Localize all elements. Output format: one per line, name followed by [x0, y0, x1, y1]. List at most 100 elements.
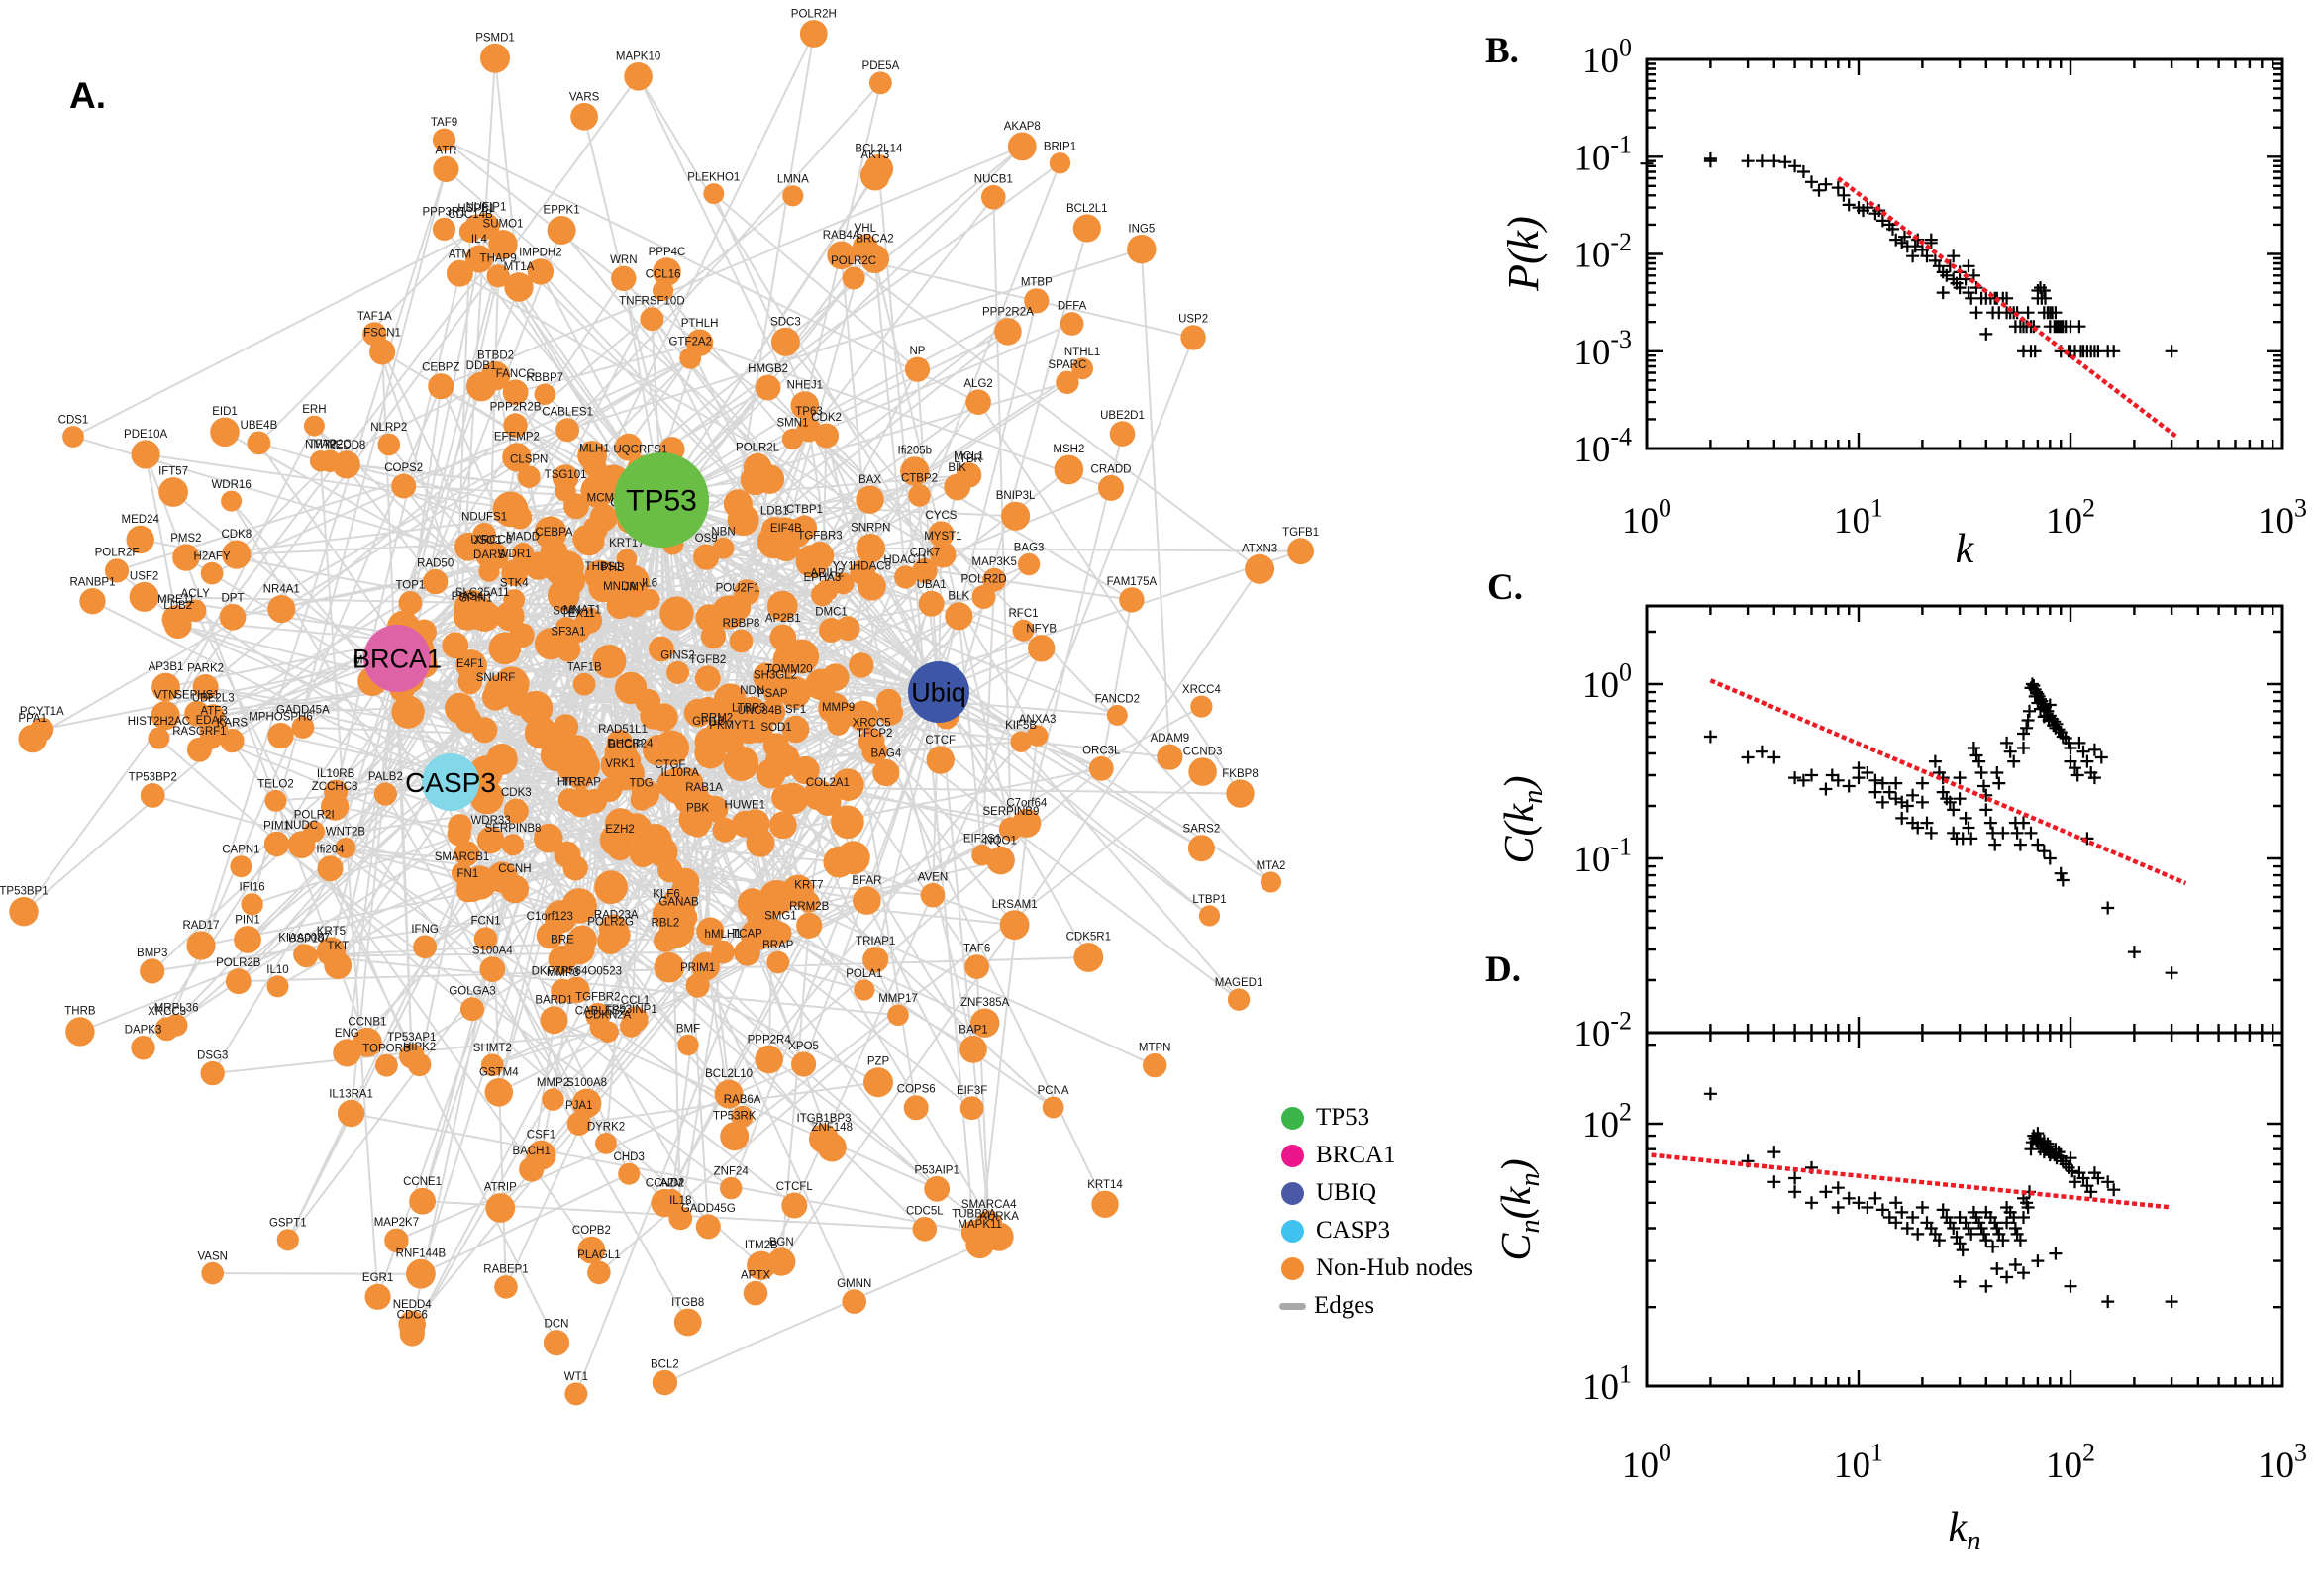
- network-node: [809, 1124, 839, 1154]
- network-node-label: BRAP: [762, 940, 794, 951]
- network-node: [856, 485, 884, 514]
- network-node-label: ATF3: [200, 706, 227, 718]
- network-node-label: LMNA: [777, 174, 809, 186]
- network-node: [652, 1369, 678, 1396]
- network-node: [1017, 552, 1041, 576]
- network-node-label: GINS2: [660, 649, 695, 661]
- network-node: [548, 945, 577, 974]
- network-node: [862, 947, 889, 973]
- network-node-label: EPPK1: [544, 205, 580, 217]
- network-node: [852, 234, 878, 260]
- network-node: [618, 1162, 641, 1185]
- network-node: [904, 356, 931, 382]
- network-node-label: CTCFL: [776, 1181, 814, 1193]
- network-node-label: CTGF: [655, 759, 685, 771]
- network-node-label: RNF144B: [396, 1247, 447, 1259]
- network-node: [264, 789, 287, 812]
- network-node: [1028, 635, 1056, 662]
- network-node: [556, 637, 581, 662]
- network-node: [1119, 587, 1145, 613]
- network-node: [369, 339, 396, 365]
- network-node: [819, 618, 844, 643]
- network-node: [476, 826, 505, 854]
- network-node: [944, 473, 971, 501]
- axis-ticks: [1647, 606, 2282, 1033]
- network-node-label: GTF2A2: [668, 336, 711, 348]
- network-node-label: XPO5: [788, 1041, 819, 1052]
- network-node-label: MAP3K5: [972, 556, 1017, 568]
- network-node-label: BMP3: [137, 948, 167, 959]
- network-node: [317, 855, 344, 882]
- network-node-label: KRT5: [317, 926, 346, 938]
- network-node: [982, 567, 1007, 592]
- panel-b-label: B.: [1485, 31, 1519, 71]
- network-node: [720, 1122, 750, 1151]
- network-node-label: VARS: [569, 91, 600, 103]
- network-node: [303, 415, 325, 437]
- network-node: [488, 230, 518, 259]
- network-node: [540, 1006, 568, 1035]
- network-node-label: BRE: [551, 934, 574, 946]
- hub-label-ubiq: Ubiq: [911, 677, 966, 707]
- network-node-label: HMGB2: [748, 363, 788, 375]
- network-node: [572, 672, 596, 696]
- network-node: [543, 1330, 570, 1356]
- network-node-label: HSPB1: [457, 203, 495, 215]
- network-node-label: XRCC4: [1182, 684, 1222, 696]
- network-node-label: SDC3: [770, 316, 801, 328]
- network-node-label: NTHL1: [1064, 347, 1100, 358]
- network-node: [1001, 501, 1031, 531]
- network-node-label: TEX11: [561, 608, 595, 620]
- network-node: [406, 1258, 436, 1289]
- network-node-label: KIF5B: [1005, 720, 1037, 732]
- network-node: [126, 525, 154, 554]
- network-node-label: MAPK10: [616, 51, 660, 63]
- network-node-label: SNURF: [476, 672, 516, 684]
- network-node: [924, 1175, 951, 1202]
- network-node: [763, 681, 787, 705]
- network-node: [1007, 132, 1037, 161]
- network-node-label: WT1: [564, 1371, 588, 1383]
- network-node-label: HIPK2: [403, 1042, 436, 1053]
- network-node-label: TP53RK: [713, 1111, 757, 1123]
- network-node-label: CEBPA: [535, 527, 572, 539]
- network-node-label: SNRPN: [851, 523, 890, 535]
- network-node: [517, 465, 541, 488]
- network-node-label: KRT7: [794, 880, 823, 892]
- network-node: [464, 214, 488, 238]
- network-node-label: hMLH1: [705, 929, 742, 941]
- hub-node-ubiq: [908, 661, 969, 723]
- network-node-label: POU2F1: [716, 583, 760, 595]
- network-node: [887, 1004, 909, 1027]
- network-node-label: WNT2B: [326, 826, 366, 838]
- network-node: [570, 102, 598, 131]
- network-node: [720, 1176, 743, 1200]
- network-node-label: AURKA: [979, 1211, 1019, 1223]
- network-node: [332, 450, 360, 479]
- network-node-label: DYRK2: [587, 1122, 625, 1134]
- network-node-label: ING5: [1128, 224, 1155, 236]
- network-node: [65, 1017, 95, 1047]
- network-node-label: ITGB8: [671, 1297, 704, 1309]
- network-node: [234, 926, 261, 953]
- network-node-label: CDK5R1: [1066, 932, 1111, 944]
- network-node-label: TFCP2: [857, 728, 892, 740]
- network-node-label: HIST2H2AC: [128, 716, 190, 728]
- network-node: [373, 782, 397, 806]
- network-node-label: IL10RA: [661, 767, 700, 779]
- network-node: [225, 968, 252, 995]
- network-node-label: BAP1: [959, 1025, 987, 1037]
- network-node: [781, 1192, 808, 1219]
- network-node-label: MAP2K7: [374, 1217, 419, 1229]
- network-node: [653, 279, 674, 301]
- network-node: [863, 1067, 893, 1098]
- network-node-label: PTHLH: [681, 318, 719, 330]
- network-node-label: BIK: [948, 462, 966, 474]
- network-node-label: TGFBR3: [797, 531, 842, 543]
- network-node-label: BMF: [676, 1023, 700, 1035]
- network-node-label: ERH: [302, 404, 326, 416]
- network-node-label: ALG2: [963, 378, 992, 390]
- network-node: [364, 1283, 391, 1310]
- network-node: [1024, 288, 1050, 314]
